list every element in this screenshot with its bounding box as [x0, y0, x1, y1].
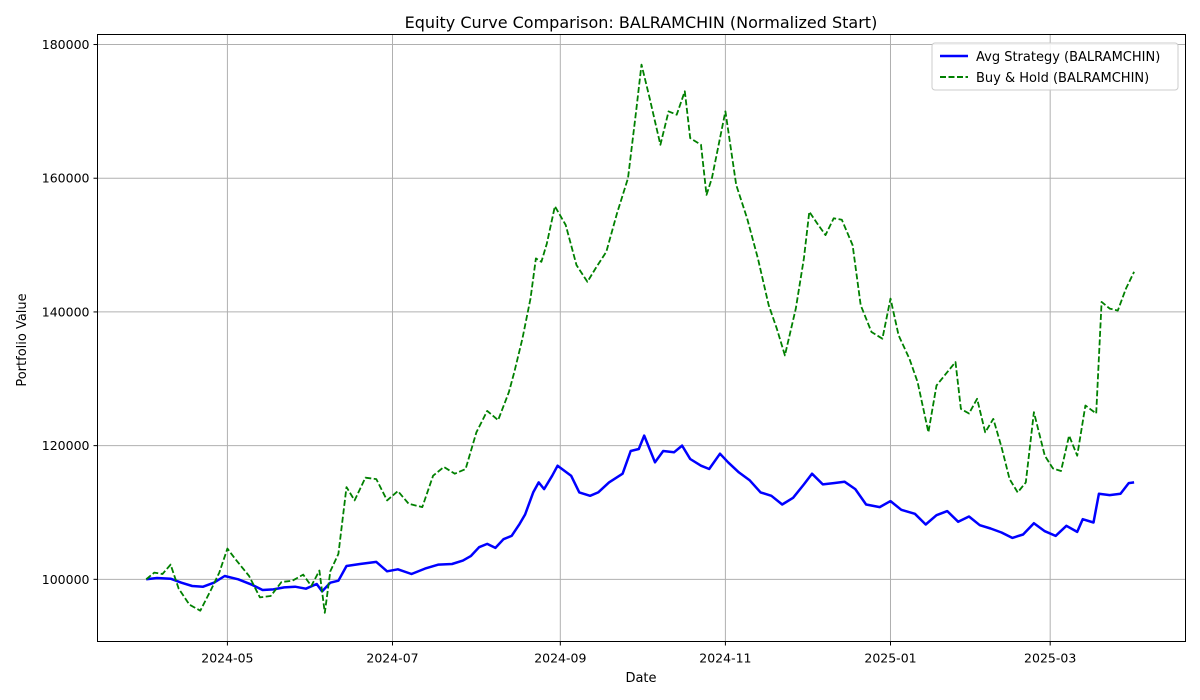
y-tick-label: 180000	[42, 37, 90, 52]
plot-frame	[97, 34, 1186, 642]
y-tick-label: 140000	[42, 304, 90, 319]
x-tick-label: 2024-07	[366, 651, 418, 666]
x-tick-label: 2025-03	[1024, 651, 1076, 666]
x-tick-label: 2024-09	[534, 651, 586, 666]
x-axis-label: Date	[625, 671, 656, 686]
series-layer	[145, 63, 1135, 614]
legend-box	[931, 42, 1179, 91]
legend-label-avg-strategy: Avg Strategy (BALRAMCHIN)	[976, 50, 1160, 65]
legend-label-buy-hold: Buy & Hold (BALRAMCHIN)	[976, 71, 1149, 86]
x-axis-ticks: 2024-05 2024-07 2024-09 2024-11 2025-01 2025-…	[201, 641, 1076, 666]
y-tick-label: 100000	[42, 572, 90, 587]
y-axis-ticks: 100000 120000 140000 160000 180000	[42, 37, 98, 587]
y-axis-label: Portfolio Value	[15, 293, 30, 386]
y-tick-label: 120000	[42, 438, 90, 453]
grid	[97, 34, 1186, 642]
x-tick-label: 2024-11	[699, 651, 751, 666]
legend: Avg Strategy (BALRAMCHIN) Buy & Hold (BA…	[931, 42, 1179, 91]
y-tick-label: 160000	[42, 171, 90, 186]
chart-title: Equity Curve Comparison: BALRAMCHIN (Nor…	[405, 13, 878, 32]
x-tick-label: 2024-05	[201, 651, 253, 666]
x-tick-label: 2025-01	[864, 651, 916, 666]
series-line-0	[146, 434, 1135, 593]
series-line-1	[145, 63, 1135, 614]
